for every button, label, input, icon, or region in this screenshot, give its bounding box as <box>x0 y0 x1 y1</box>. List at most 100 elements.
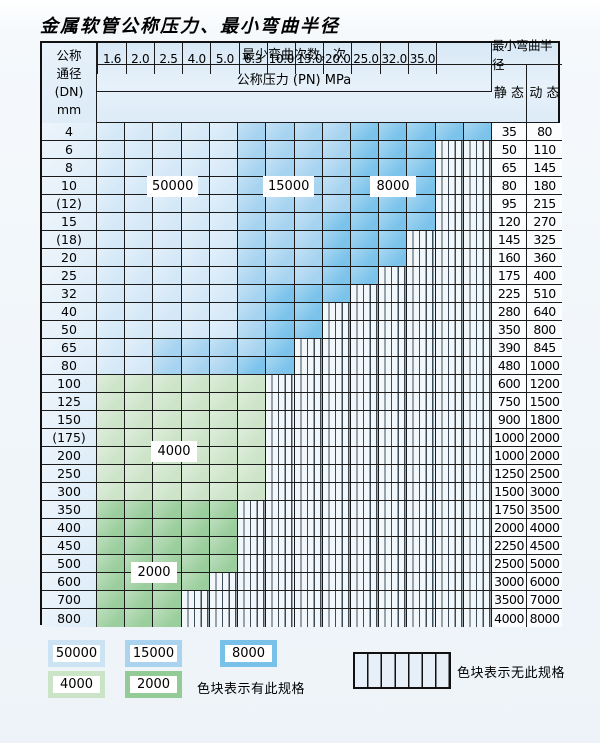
dynamic-value: 640 <box>527 303 563 320</box>
spec-cell-8000 <box>322 285 351 302</box>
spec-cell-50000 <box>153 249 182 266</box>
dn-header: 公称 通径 (DN) mm <box>42 43 97 123</box>
spec-cell-50000 <box>97 321 126 338</box>
spec-cell-4000 <box>209 411 239 428</box>
spec-cell-none <box>463 357 493 374</box>
spec-cell-none <box>407 483 436 500</box>
spec-cell-none <box>294 339 323 356</box>
spec-cell-2000 <box>97 591 126 608</box>
static-value: 1000 <box>492 447 528 464</box>
spec-cell-none <box>435 573 464 590</box>
spec-cell-none <box>435 141 464 158</box>
legend-note-unavailable: 色块表示无此规格 <box>457 666 566 681</box>
legend-swatch-4000: 4000 <box>48 671 105 698</box>
spec-cell-none <box>266 555 295 572</box>
spec-cell-none <box>379 447 408 464</box>
spec-cell-4000 <box>181 465 210 482</box>
spec-cell-none <box>294 537 323 554</box>
dynamic-value: 3000 <box>527 483 563 500</box>
spec-cell-none <box>407 285 436 302</box>
spec-cell-none <box>407 465 436 482</box>
spec-cell-50000 <box>125 159 154 176</box>
spec-cell-15000 <box>294 231 323 248</box>
spec-cell-none <box>379 609 408 627</box>
spec-cell-none <box>435 159 464 176</box>
spec-cell-8000 <box>407 213 436 230</box>
table-row: (175) 1000 2000 <box>42 429 563 447</box>
spec-cell-none <box>435 177 464 194</box>
spec-cell-50000 <box>97 141 126 158</box>
spec-cell-none <box>435 339 464 356</box>
spec-cell-none <box>407 339 436 356</box>
page-title: 金属软管公称压力、最小弯曲半径 <box>40 16 340 37</box>
spec-cell-50000 <box>209 267 239 284</box>
static-value: 225 <box>492 285 528 302</box>
spec-cell-50000 <box>181 141 210 158</box>
spec-cell-none <box>350 609 380 627</box>
spec-cell-50000 <box>181 285 210 302</box>
pressure-value-cell: 6.3 <box>240 43 268 74</box>
spec-cell-none <box>266 519 295 536</box>
dynamic-value: 4000 <box>527 519 563 536</box>
spec-cell-none <box>238 555 267 572</box>
static-value: 145 <box>492 231 528 248</box>
spec-cell-50000 <box>153 123 182 140</box>
spec-cell-8000 <box>266 357 295 374</box>
spec-cell-none <box>350 321 380 338</box>
spec-cell-2000 <box>209 519 239 536</box>
spec-cell-15000 <box>238 339 267 356</box>
spec-cell-15000 <box>322 141 351 158</box>
spec-cell-4000 <box>181 375 210 392</box>
spec-cell-50000 <box>181 321 210 338</box>
spec-cell-none <box>435 483 464 500</box>
dynamic-value: 270 <box>527 213 563 230</box>
spec-cell-2000 <box>97 519 126 536</box>
pressure-value-cell: 2.0 <box>127 43 155 74</box>
spec-cell-50000 <box>181 303 210 320</box>
spec-cell-none <box>463 267 493 284</box>
spec-cell-4000 <box>238 483 267 500</box>
spec-cell-8000 <box>266 303 295 320</box>
dn-cell: 20 <box>42 249 97 266</box>
dn-cell: 100 <box>42 375 97 392</box>
spec-cell-50000 <box>209 285 239 302</box>
legend-note-available: 色块表示有此规格 <box>197 682 306 697</box>
spec-cell-none <box>435 195 464 212</box>
spec-cell-none <box>463 519 493 536</box>
spec-cell-none <box>379 537 408 554</box>
dn-cell: 600 <box>42 573 97 590</box>
spec-cell-8000 <box>294 303 323 320</box>
pressure-value-cell: 32.0 <box>381 43 409 74</box>
spec-cell-15000 <box>238 303 267 320</box>
spec-cell-50000 <box>97 213 126 230</box>
spec-cell-8000 <box>350 213 380 230</box>
spec-cell-none <box>435 357 464 374</box>
dn-cell: 25 <box>42 267 97 284</box>
spec-cell-none <box>350 591 380 608</box>
spec-cell-none <box>379 573 408 590</box>
spec-cell-none <box>407 249 436 266</box>
spec-cell-4000 <box>97 411 126 428</box>
spec-cell-none <box>379 555 408 572</box>
spec-cell-50000 <box>125 303 154 320</box>
spec-cell-none <box>379 465 408 482</box>
spec-cell-none <box>350 447 380 464</box>
legend-swatch-label: 8000 <box>225 645 272 662</box>
value-chip: 50000 <box>147 176 199 197</box>
spec-cell-15000 <box>266 159 295 176</box>
spec-cell-none <box>463 447 493 464</box>
spec-cell-15000 <box>238 231 267 248</box>
spec-cell-none <box>435 375 464 392</box>
dynamic-value: 80 <box>527 123 563 140</box>
spec-cell-none <box>407 519 436 536</box>
spec-cell-none <box>463 339 493 356</box>
spec-cell-none <box>350 483 380 500</box>
static-value: 80 <box>492 177 528 194</box>
spec-cell-none <box>463 501 493 518</box>
spec-cell-4000 <box>97 429 126 446</box>
spec-cell-4000 <box>238 411 267 428</box>
static-value: 280 <box>492 303 528 320</box>
spec-cell-none <box>322 357 351 374</box>
spec-cell-none <box>350 285 380 302</box>
